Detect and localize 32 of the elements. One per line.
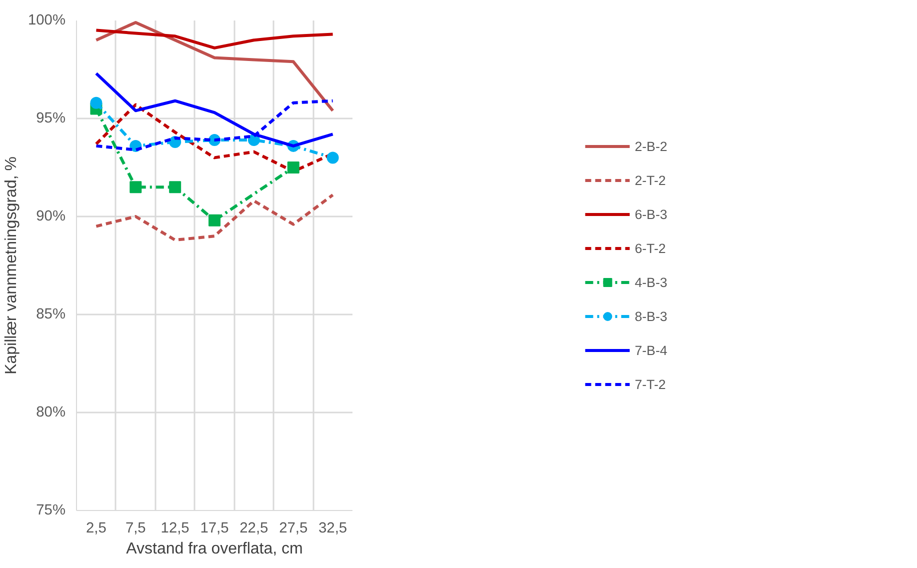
legend-label: 7-T-2: [634, 376, 666, 392]
y-tick-label: 100%: [28, 12, 66, 28]
x-tick-label: 2,5: [86, 520, 106, 536]
line-series: [94, 28, 334, 50]
point: [130, 181, 142, 194]
y-tick-label: 95%: [36, 110, 66, 126]
y-axis-title: Kapillær vannmetningsgrad, %: [3, 156, 20, 374]
y-tick-label: 90%: [36, 208, 66, 224]
point: [326, 152, 339, 164]
y-tick-label: 85%: [36, 306, 66, 322]
x-axis-title: Avstand fra overflata, cm: [126, 540, 303, 558]
line-series: [94, 193, 334, 242]
point: [169, 181, 182, 194]
legend-label: 2-B-2: [634, 138, 668, 154]
x-tick-label: 12,5: [160, 520, 190, 536]
legend-label: 6-T-2: [634, 240, 666, 256]
x-tick-label: 32,5: [318, 520, 348, 536]
legend-label: 2-T-2: [634, 172, 666, 188]
line-series: [94, 20, 334, 112]
point: [90, 96, 102, 109]
point: [287, 162, 300, 174]
x-tick-label: 7,5: [125, 520, 146, 536]
legend-label: 7-B-4: [634, 342, 668, 358]
y-tick-label: 75%: [36, 502, 66, 518]
y-tick-label: 80%: [36, 404, 66, 420]
point: [208, 214, 220, 226]
x-tick-label: 27,5: [279, 520, 308, 536]
x-tick-label: 22,5: [240, 520, 268, 536]
legend-label: 8-B-3: [634, 308, 668, 324]
legend-label: 4-B-3: [634, 274, 668, 290]
x-tick-label: 17,5: [200, 520, 229, 536]
legend-label: 6-B-3: [634, 206, 668, 222]
